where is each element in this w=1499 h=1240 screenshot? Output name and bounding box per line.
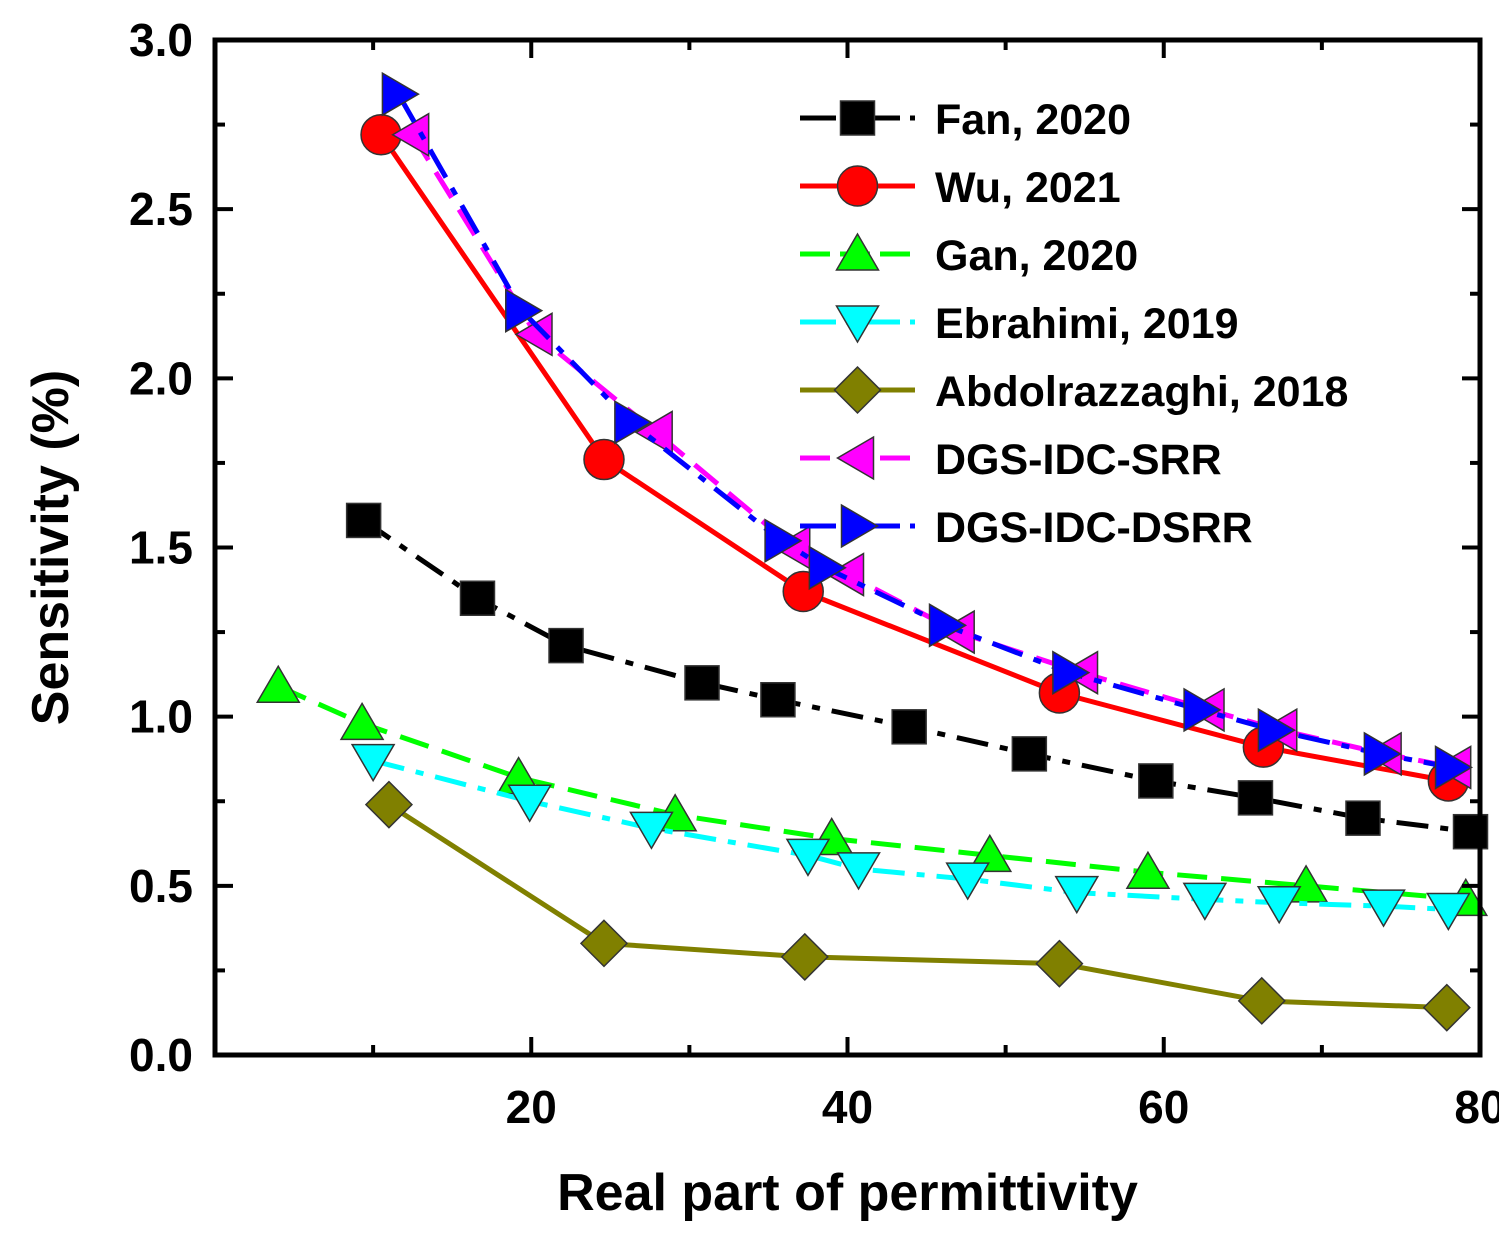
series-6: [381, 71, 1474, 790]
series-layer: [255, 71, 1489, 1032]
legend-label: Ebrahimi, 2019: [935, 300, 1239, 348]
data-point: [1052, 650, 1091, 695]
series-3: [350, 743, 1471, 932]
data-point: [760, 682, 796, 718]
data-point: [891, 709, 927, 745]
legend-item: Gan, 2020: [800, 232, 1138, 280]
legend-marker: [839, 100, 876, 136]
data-point: [1426, 892, 1471, 932]
x-axis-title: Real part of permittivity: [557, 1164, 1138, 1222]
data-point: [614, 400, 653, 445]
data-point: [1035, 939, 1084, 988]
data-point: [579, 919, 629, 968]
data-point: [339, 701, 385, 741]
legend-marker: [835, 232, 880, 271]
x-tick-label: 60: [1138, 1081, 1189, 1133]
data-point: [255, 664, 301, 703]
x-tick-label: 40: [822, 1081, 873, 1133]
data-point: [764, 518, 803, 564]
series-line: [396, 92, 1452, 770]
y-tick-label: 0.5: [129, 860, 193, 912]
legend-item: DGS-IDC-SRR: [800, 435, 1222, 484]
legend-label: Abdolrazzaghi, 2018: [935, 368, 1348, 416]
data-point: [1183, 687, 1222, 733]
y-tick-label: 1.5: [129, 522, 193, 574]
data-point: [1345, 800, 1381, 836]
y-tick-label: 3.0: [129, 14, 193, 66]
series-2: [255, 664, 1489, 917]
data-point: [459, 580, 496, 616]
data-point: [808, 545, 847, 591]
data-point: [826, 552, 865, 597]
x-tick-label: 20: [506, 1081, 557, 1133]
legend-item: Wu, 2021: [800, 164, 1121, 212]
data-point: [1054, 875, 1100, 915]
ticks-layer: 20 40 60 80 0.0 0.5 1.0 1.5 2.0 2.5 3.0: [129, 14, 1499, 1133]
legend-marker: [836, 435, 875, 481]
legend-item: Fan, 2020: [800, 96, 1131, 144]
series-line: [387, 802, 1447, 1011]
data-point: [945, 862, 990, 901]
data-point: [684, 665, 720, 701]
data-point: [629, 811, 674, 850]
data-point: [1182, 882, 1228, 921]
legend-label: Gan, 2020: [935, 232, 1138, 280]
y-tick-label: 2.5: [129, 183, 193, 235]
y-tick-label: 0.0: [129, 1029, 193, 1081]
series-line: [410, 133, 1456, 770]
data-point: [507, 784, 552, 823]
data-point: [1138, 763, 1174, 799]
x-tick-label: 80: [1454, 1081, 1499, 1133]
legend-marker: [835, 305, 880, 344]
legend-item: DGS-IDC-DSRR: [800, 503, 1253, 552]
y-axis-title: Sensitivity (%): [22, 370, 80, 725]
data-point: [1422, 983, 1471, 1032]
legend-marker: [840, 503, 879, 549]
data-point: [836, 852, 881, 891]
data-point: [1237, 976, 1286, 1025]
data-point: [1361, 889, 1406, 928]
legend-item: Ebrahimi, 2019: [800, 300, 1239, 348]
data-point: [1125, 850, 1171, 890]
data-point: [345, 502, 382, 539]
legend-item: Abdolrazzaghi, 2018: [800, 365, 1348, 416]
data-point: [780, 932, 829, 981]
data-point: [1256, 886, 1302, 925]
series-5: [391, 112, 1472, 790]
legend: Fan, 2020 Wu, 2021 Gan, 2020 Ebrahimi, 2019…: [800, 96, 1348, 552]
data-point: [1011, 736, 1048, 772]
data-point: [634, 410, 673, 455]
data-point: [364, 780, 413, 829]
data-point: [350, 743, 396, 783]
y-tick-label: 2.0: [129, 352, 193, 404]
data-point: [1257, 707, 1296, 753]
data-point: [583, 438, 625, 481]
legend-marker: [836, 165, 879, 207]
data-point: [1363, 731, 1402, 777]
legend-marker: [833, 365, 882, 415]
data-point: [548, 627, 584, 664]
series-1: [360, 113, 1470, 802]
data-point: [391, 112, 430, 158]
data-point: [785, 838, 831, 877]
legend-label: Wu, 2021: [935, 164, 1121, 212]
y-tick-label: 1.0: [129, 691, 193, 743]
legend-label: DGS-IDC-DSRR: [935, 504, 1253, 552]
data-point: [1434, 745, 1474, 790]
legend-label: DGS-IDC-SRR: [935, 436, 1222, 484]
data-point: [381, 71, 420, 117]
series-4: [364, 780, 1471, 1032]
data-point: [1237, 780, 1274, 816]
series-line: [378, 133, 1449, 784]
data-point: [928, 603, 968, 648]
legend-label: Fan, 2020: [935, 96, 1131, 144]
data-point: [505, 288, 544, 333]
